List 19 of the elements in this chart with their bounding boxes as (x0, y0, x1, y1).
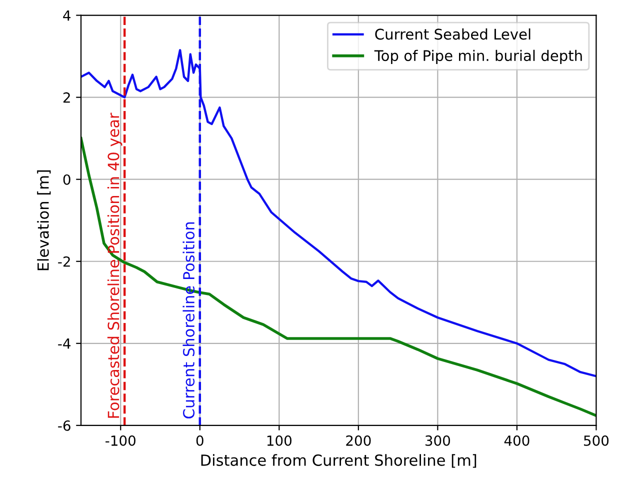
x-tick-label: 200 (346, 435, 371, 446)
ref-line-label: Forecasted Shoreline Position in 40 year (107, 112, 122, 418)
y-tick-label: -2 (58, 256, 70, 267)
x-axis-title: Distance from Current Shoreline [m] (201, 454, 476, 468)
x-tick-label: 100 (267, 435, 292, 446)
y-tick-label: 0 (63, 174, 70, 185)
y-tick-label: -6 (58, 420, 70, 431)
y-tick-label: -4 (58, 338, 70, 349)
x-tick-label: -100 (106, 435, 136, 446)
y-tick-label: 4 (63, 10, 70, 21)
legend-label: Top of Pipe min. burial depth (374, 50, 582, 64)
y-axis-title: Elevation [m] (37, 170, 51, 270)
x-tick-label: 400 (504, 435, 530, 446)
x-tick-label: 0 (196, 435, 204, 446)
legend-label: Current Seabed Level (375, 28, 530, 40)
x-tick-label: 300 (425, 435, 450, 446)
ref-line-label: Current Shoreline Position (182, 222, 195, 418)
y-tick-label: 2 (63, 92, 70, 103)
x-tick-label: 500 (584, 435, 609, 446)
